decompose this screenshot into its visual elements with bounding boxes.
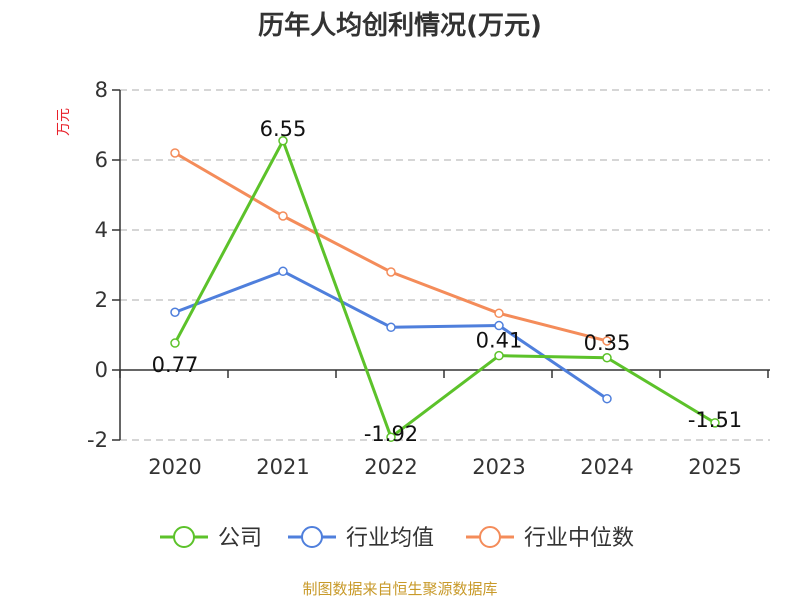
legend-item[interactable]: 公司	[160, 526, 262, 551]
x-tick-label: 2024	[580, 455, 633, 479]
series-line	[174, 151, 608, 343]
data-point[interactable]	[494, 308, 504, 319]
data-point[interactable]	[386, 432, 396, 442]
legend-label: 行业中位数	[524, 526, 634, 551]
grid-lines	[120, 89, 770, 441]
legend-marker	[173, 526, 195, 548]
x-tick-label: 2022	[364, 455, 417, 479]
chart-title: 历年人均创利情况(万元)	[258, 10, 542, 41]
y-tick-label: 4	[95, 218, 108, 242]
legend-item[interactable]: 行业中位数	[466, 526, 634, 551]
legend-marker	[479, 526, 501, 548]
data-label: 0.35	[584, 331, 631, 355]
x-tick-label: 2021	[256, 455, 309, 479]
series-line	[174, 269, 608, 400]
x-tick-label: 2025	[688, 455, 741, 479]
legend-item[interactable]: 行业均值	[288, 526, 434, 551]
series-1	[170, 266, 612, 404]
data-label: -1.92	[364, 422, 418, 446]
y-tick-label: 2	[95, 288, 108, 312]
axes: -2 0 2 4 6 8 2020 2021 2022 2023 2024 2025	[87, 78, 770, 479]
data-label: 6.55	[260, 117, 307, 141]
data-label: 0.41	[476, 329, 523, 353]
data-point[interactable]	[602, 393, 612, 404]
data-point[interactable]	[278, 136, 288, 146]
y-tick-label: -2	[87, 428, 108, 452]
legend-label: 公司	[218, 526, 262, 551]
y-axis-title: 万元	[56, 108, 72, 136]
y-tick-label: 0	[95, 358, 108, 382]
data-labels: 0.77 6.55 -1.92 0.41 0.35 -1.51	[152, 117, 743, 446]
data-point[interactable]	[494, 350, 504, 361]
data-point[interactable]	[494, 320, 504, 331]
footer-source: 制图数据来自恒生聚源数据库	[302, 580, 497, 598]
data-point[interactable]	[386, 322, 396, 333]
legend[interactable]: 公司 行业均值 行业中位数	[160, 526, 634, 551]
data-point[interactable]	[170, 148, 180, 158]
data-point[interactable]	[386, 267, 396, 277]
y-tick-label: 6	[95, 148, 108, 172]
series-0	[170, 136, 720, 442]
y-tick-label: 8	[95, 78, 108, 102]
x-tick-label: 2020	[148, 455, 201, 479]
data-point[interactable]	[602, 353, 612, 363]
series-2	[170, 148, 612, 346]
data-point[interactable]	[278, 211, 288, 221]
data-point[interactable]	[278, 266, 288, 277]
data-label: -1.51	[688, 408, 742, 432]
legend-label: 行业均值	[346, 526, 434, 551]
series-lines	[170, 136, 720, 442]
data-label: 0.77	[152, 353, 199, 377]
data-point[interactable]	[170, 338, 180, 348]
legend-marker	[301, 526, 323, 548]
x-tick-label: 2023	[472, 455, 525, 479]
data-point[interactable]	[602, 336, 612, 346]
data-point[interactable]	[710, 418, 720, 428]
data-point[interactable]	[170, 307, 180, 317]
series-line	[173, 139, 716, 439]
